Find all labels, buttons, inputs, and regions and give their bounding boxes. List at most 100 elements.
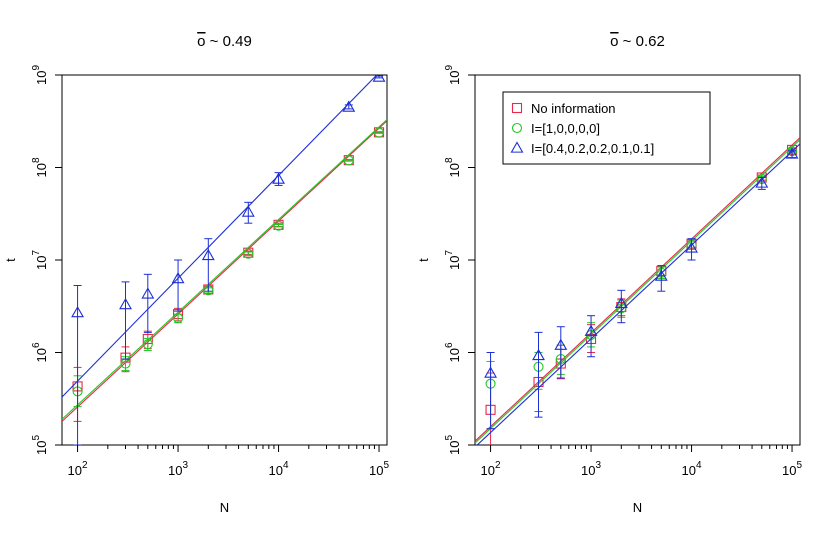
data-point-triangle bbox=[241, 205, 255, 217]
tick-exponent: 3 bbox=[596, 460, 602, 471]
data-point-triangle bbox=[342, 100, 356, 112]
y-tick-label: 106 bbox=[31, 342, 49, 362]
fit-line bbox=[475, 139, 800, 444]
tick-base: 10 bbox=[34, 71, 49, 85]
tick-exponent: 5 bbox=[796, 460, 802, 471]
tick-exponent: 7 bbox=[31, 250, 42, 256]
tick-base: 10 bbox=[447, 163, 462, 177]
chart-title: o ~ 0.62 bbox=[610, 33, 665, 50]
x-tick-label: 104 bbox=[682, 460, 702, 478]
legend-label: I=[1,0,0,0,0] bbox=[531, 121, 600, 136]
tick-exponent: 5 bbox=[444, 435, 455, 441]
tick-exponent: 2 bbox=[495, 460, 501, 471]
y-tick-label: 106 bbox=[444, 342, 462, 362]
data-point-triangle bbox=[614, 296, 628, 309]
y-tick-label: 105 bbox=[444, 435, 462, 455]
x-tick-label: 102 bbox=[68, 460, 88, 478]
legend-marker-circle bbox=[511, 122, 523, 134]
tick-exponent: 6 bbox=[31, 342, 42, 348]
tick-exponent: 4 bbox=[696, 460, 702, 471]
data-point-triangle bbox=[584, 324, 598, 336]
tick-exponent: 8 bbox=[31, 157, 42, 163]
tick-base: 10 bbox=[782, 463, 796, 478]
title-overlined-symbol: o bbox=[197, 33, 205, 50]
legend-marker-triangle bbox=[510, 141, 524, 153]
fit-line bbox=[476, 143, 800, 445]
y-tick-label: 105 bbox=[31, 435, 49, 455]
data-point-circle bbox=[173, 313, 184, 324]
tick-exponent: 3 bbox=[183, 460, 189, 471]
series-2 bbox=[475, 139, 800, 444]
series-3 bbox=[62, 75, 386, 445]
tick-base: 10 bbox=[269, 463, 283, 478]
fit-line bbox=[62, 75, 378, 398]
data-point-triangle bbox=[685, 241, 698, 253]
fit-line bbox=[62, 119, 387, 420]
chart-title: o ~ 0.49 bbox=[197, 33, 252, 50]
data-point-triangle bbox=[372, 75, 386, 82]
y-axis-label: t bbox=[3, 258, 18, 262]
tick-base: 10 bbox=[447, 441, 462, 455]
legend-label: I=[0.4,0.2,0.2,0.1,0.1] bbox=[531, 141, 654, 156]
y-tick-label: 109 bbox=[444, 65, 462, 85]
series-3 bbox=[476, 143, 800, 445]
tick-base: 10 bbox=[68, 463, 82, 478]
data-point-triangle bbox=[71, 305, 85, 318]
tick-base: 10 bbox=[682, 463, 696, 478]
legend-box bbox=[502, 91, 711, 165]
tick-base: 10 bbox=[447, 256, 462, 270]
x-tick-label: 105 bbox=[782, 460, 802, 478]
tick-base: 10 bbox=[481, 463, 495, 478]
data-point-triangle bbox=[171, 271, 185, 284]
tick-exponent: 7 bbox=[444, 250, 455, 256]
data-point-triangle bbox=[119, 297, 132, 310]
x-minor-ticks bbox=[520, 445, 788, 449]
tick-base: 10 bbox=[581, 463, 595, 478]
legend-label: No information bbox=[531, 101, 616, 116]
data-point-circle bbox=[142, 339, 153, 350]
tick-exponent: 9 bbox=[444, 65, 455, 71]
y-tick-label: 107 bbox=[31, 250, 49, 270]
tick-base: 10 bbox=[168, 463, 182, 478]
tick-exponent: 6 bbox=[444, 342, 455, 348]
tick-base: 10 bbox=[369, 463, 383, 478]
data-point-circle bbox=[243, 248, 254, 259]
tick-exponent: 9 bbox=[31, 65, 42, 71]
data-point-triangle bbox=[141, 287, 155, 299]
tick-exponent: 5 bbox=[383, 460, 389, 471]
data-point-triangle bbox=[272, 172, 285, 184]
title-text: ~ 0.49 bbox=[206, 33, 252, 50]
x-axis-label: N bbox=[220, 500, 229, 515]
tick-exponent: 2 bbox=[82, 460, 88, 471]
tick-exponent: 5 bbox=[31, 435, 42, 441]
x-minor-ticks bbox=[107, 445, 375, 449]
tick-base: 10 bbox=[34, 256, 49, 270]
x-tick-label: 105 bbox=[369, 460, 389, 478]
data-point-triangle bbox=[201, 248, 215, 261]
series-1 bbox=[62, 120, 387, 422]
y-tick-label: 109 bbox=[31, 65, 49, 85]
fit-line bbox=[475, 137, 800, 442]
data-point-circle bbox=[343, 155, 354, 166]
x-axis-label: N bbox=[633, 500, 642, 515]
y-tick-label: 107 bbox=[444, 250, 462, 270]
y-tick-label: 108 bbox=[444, 157, 462, 177]
data-point-triangle bbox=[755, 176, 769, 188]
data-point-triangle bbox=[484, 366, 498, 378]
data-point-triangle bbox=[785, 147, 799, 159]
fit-line bbox=[62, 120, 387, 422]
tick-base: 10 bbox=[447, 71, 462, 85]
title-text: ~ 0.62 bbox=[619, 33, 665, 50]
data-point-circle bbox=[373, 127, 385, 138]
tick-base: 10 bbox=[34, 348, 49, 362]
legend-marker-square bbox=[511, 102, 523, 114]
tick-exponent: 8 bbox=[444, 157, 455, 163]
data-point-triangle bbox=[532, 348, 545, 361]
series-2 bbox=[62, 119, 387, 420]
legend: No information I=[1,0,0,0,0] I=[0.4,0.2,0.… bbox=[502, 91, 711, 165]
tick-base: 10 bbox=[447, 348, 462, 362]
tick-base: 10 bbox=[34, 441, 49, 455]
x-tick-label: 102 bbox=[481, 460, 501, 478]
